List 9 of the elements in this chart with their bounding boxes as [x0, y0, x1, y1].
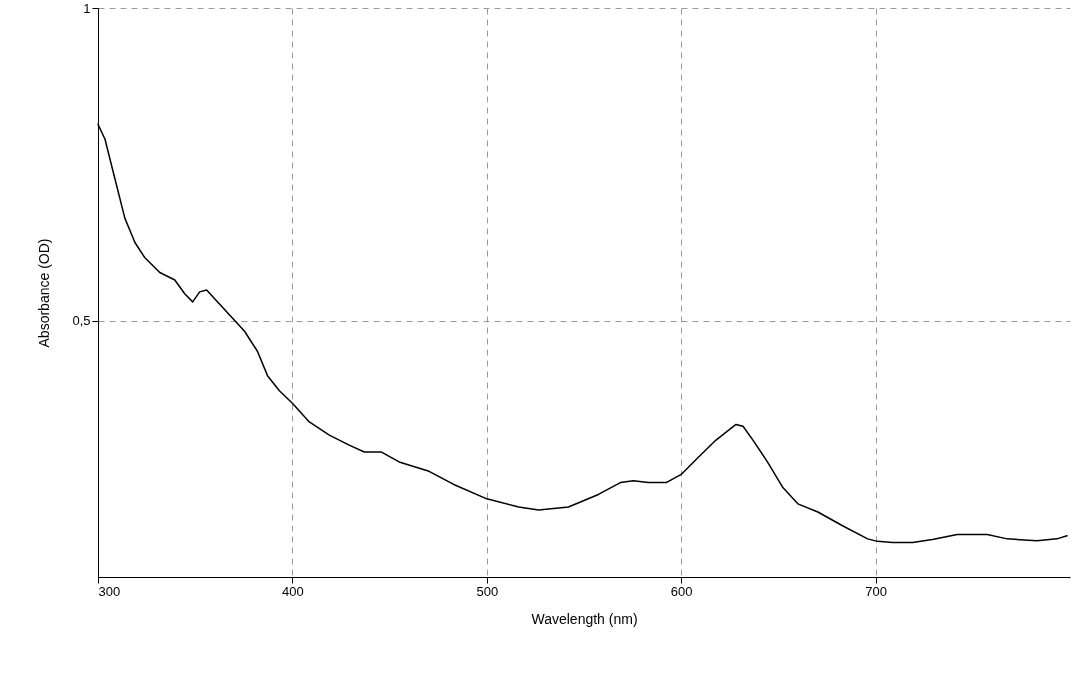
x-axis-title: Wavelength (nm) [531, 610, 638, 627]
y-tick-label: 0,5 [72, 313, 91, 329]
x-tick-label: 300 [98, 583, 121, 599]
y-tick-label: 1 [83, 0, 91, 16]
x-tick-label: 400 [282, 583, 304, 599]
y-axis-title: Absorbance (OD) [36, 238, 53, 348]
x-tick-label: 500 [476, 583, 499, 599]
x-tick-label: 700 [865, 583, 887, 599]
x-tick-label: 600 [670, 583, 693, 599]
